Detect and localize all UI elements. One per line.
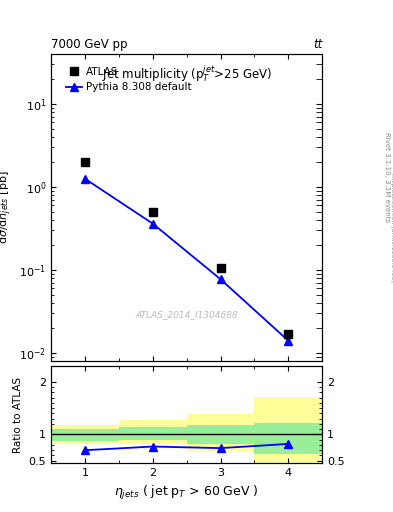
Y-axis label: Ratio to ATLAS: Ratio to ATLAS bbox=[13, 377, 23, 453]
ATLAS bbox=[218, 265, 223, 271]
Pythia 8.308 default bbox=[218, 276, 223, 282]
Y-axis label: d$\sigma$/d$n_{jets}$ [pb]: d$\sigma$/d$n_{jets}$ [pb] bbox=[0, 170, 14, 244]
Line: Pythia 8.308 default: Pythia 8.308 default bbox=[81, 175, 292, 345]
Text: Jet multiplicity (p$_T^{jet}$>25 GeV): Jet multiplicity (p$_T^{jet}$>25 GeV) bbox=[101, 63, 272, 84]
ATLAS bbox=[286, 331, 291, 337]
Pythia 8.308 default bbox=[83, 176, 87, 182]
ATLAS bbox=[83, 159, 87, 165]
Pythia 8.308 default bbox=[151, 221, 155, 227]
Legend: ATLAS, Pythia 8.308 default: ATLAS, Pythia 8.308 default bbox=[62, 63, 196, 97]
Text: mcplots.cern.ch [arXiv:1306.3436]: mcplots.cern.ch [arXiv:1306.3436] bbox=[390, 174, 393, 282]
Pythia 8.308 default bbox=[286, 338, 291, 344]
Text: ATLAS_2014_I1304688: ATLAS_2014_I1304688 bbox=[135, 310, 238, 319]
Text: tt: tt bbox=[313, 38, 322, 51]
Text: 7000 GeV pp: 7000 GeV pp bbox=[51, 38, 128, 51]
ATLAS bbox=[151, 209, 155, 215]
Text: Rivet 3.1.10, 3.1M events: Rivet 3.1.10, 3.1M events bbox=[384, 132, 390, 222]
Line: ATLAS: ATLAS bbox=[81, 158, 292, 338]
X-axis label: $\eta_{jets}$ ( jet p$_T$ > 60 GeV ): $\eta_{jets}$ ( jet p$_T$ > 60 GeV ) bbox=[114, 484, 259, 502]
